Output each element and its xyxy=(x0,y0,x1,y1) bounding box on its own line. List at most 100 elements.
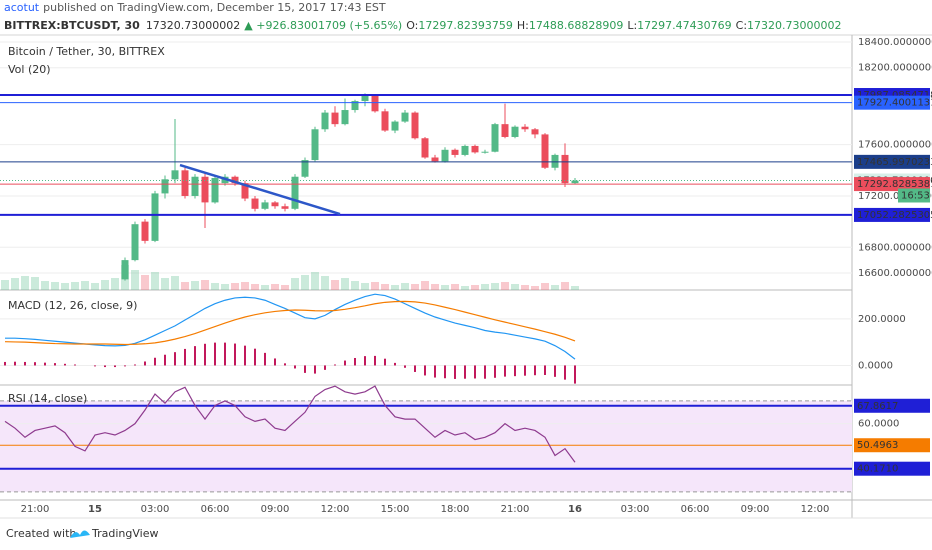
volume-bar xyxy=(471,285,479,290)
price-label: 17927.40011318 xyxy=(857,98,932,109)
candle-body xyxy=(491,124,499,152)
volume-bar xyxy=(441,285,449,290)
pane-title: Bitcoin / Tether, 30, BITTREX xyxy=(8,45,165,58)
volume-bar xyxy=(451,284,459,290)
histogram-bar xyxy=(44,362,46,366)
candle-body xyxy=(291,176,299,209)
histogram-bar xyxy=(244,345,246,366)
histogram-bar xyxy=(64,363,66,366)
x-tick-label: 03:00 xyxy=(621,504,650,515)
volume-bar xyxy=(361,283,369,290)
macd-line xyxy=(4,300,576,346)
candle-body xyxy=(541,134,549,168)
histogram-bar xyxy=(334,364,336,366)
candle-body xyxy=(151,193,159,241)
histogram-bar xyxy=(474,365,476,379)
histogram-bar xyxy=(94,365,96,367)
volume-bar xyxy=(161,278,169,290)
histogram-bar xyxy=(194,346,196,366)
volume-bar xyxy=(511,284,519,290)
candle-body xyxy=(341,110,349,125)
histogram-bar xyxy=(524,365,526,376)
ohlc-value: 17320.73000002 xyxy=(747,19,841,32)
price-label: 17987.08547182 xyxy=(857,90,932,101)
candle-body xyxy=(471,145,479,153)
candle-body xyxy=(501,124,509,137)
histogram-bar xyxy=(404,365,406,368)
histogram-bar xyxy=(254,348,256,366)
candle-body xyxy=(511,126,519,137)
candle-body xyxy=(331,112,339,125)
price-label: 50.4963 xyxy=(857,440,898,451)
histogram-bar xyxy=(284,363,286,366)
candle-body xyxy=(201,176,209,203)
volume-bar xyxy=(251,284,259,290)
volume-bar xyxy=(181,282,189,290)
footer-brand[interactable]: TradingView xyxy=(91,527,158,540)
histogram-bar xyxy=(344,360,346,366)
x-tick-label: 09:00 xyxy=(741,504,770,515)
price-label-box xyxy=(854,438,930,453)
candle-body xyxy=(451,149,459,155)
published: published on TradingView.com, December 1… xyxy=(43,1,386,14)
x-tick-label: 03:00 xyxy=(141,504,170,515)
histogram-bar xyxy=(414,365,416,372)
histogram-bar xyxy=(494,365,496,378)
histogram-bar xyxy=(354,357,356,366)
candle-body xyxy=(441,149,449,162)
pane xyxy=(0,41,852,290)
volume-bar xyxy=(551,285,559,290)
candle-body xyxy=(241,183,249,199)
histogram-bar xyxy=(104,365,106,368)
ohlc-key: L: xyxy=(627,19,637,32)
candle-body xyxy=(371,95,379,112)
volume-bar xyxy=(261,285,269,290)
volume-bar xyxy=(51,282,59,290)
x-tick-label: 06:00 xyxy=(201,504,230,515)
candle-body xyxy=(351,101,359,111)
histogram-bar xyxy=(264,352,266,366)
author[interactable]: acotut xyxy=(4,1,40,14)
candle-body xyxy=(571,180,579,184)
countdown: 16:53 xyxy=(901,190,930,201)
volume-bar xyxy=(421,281,429,290)
symbol: BITTREX:BTCUSDT, 30 xyxy=(4,19,140,32)
footer-created: Created with xyxy=(6,527,76,540)
candle-body xyxy=(311,129,319,161)
histogram-bar xyxy=(274,358,276,366)
volume-bar xyxy=(241,282,249,290)
volume-bar xyxy=(111,278,119,290)
ohlc-key: H: xyxy=(517,19,529,32)
ohlc-key: C: xyxy=(736,19,747,32)
candle-body xyxy=(481,151,489,153)
histogram-bar xyxy=(574,365,576,384)
volume-bar xyxy=(481,284,489,290)
volume-bar xyxy=(321,276,329,290)
candle-body xyxy=(361,95,369,102)
x-tick-label: 16 xyxy=(568,504,582,515)
price-label: 17465.99702330 xyxy=(857,157,932,168)
volume-bar xyxy=(381,284,389,290)
volume-bar xyxy=(101,280,109,290)
volume-bar xyxy=(221,284,229,290)
pane-title: RSI (14, close) xyxy=(8,392,87,405)
histogram-bar xyxy=(24,361,26,366)
volume-bar xyxy=(301,275,309,290)
histogram-bar xyxy=(184,348,186,366)
candle-body xyxy=(561,154,569,184)
candle-body xyxy=(381,111,389,131)
x-tick-label: 15 xyxy=(88,504,102,515)
volume-bar xyxy=(281,285,289,290)
volume-bar xyxy=(491,283,499,290)
candle-body xyxy=(231,176,239,184)
histogram-bar xyxy=(144,361,146,366)
candle-body xyxy=(301,160,309,177)
histogram-bar xyxy=(34,362,36,366)
volume-bar xyxy=(411,284,419,290)
y-tick-label: 60.0000 xyxy=(858,419,899,430)
y-tick-label: 17200.00000000 xyxy=(858,191,932,202)
histogram-bar xyxy=(464,365,466,379)
volume-bar xyxy=(191,281,199,290)
volume-bar xyxy=(341,278,349,290)
volume-bar xyxy=(391,285,399,290)
